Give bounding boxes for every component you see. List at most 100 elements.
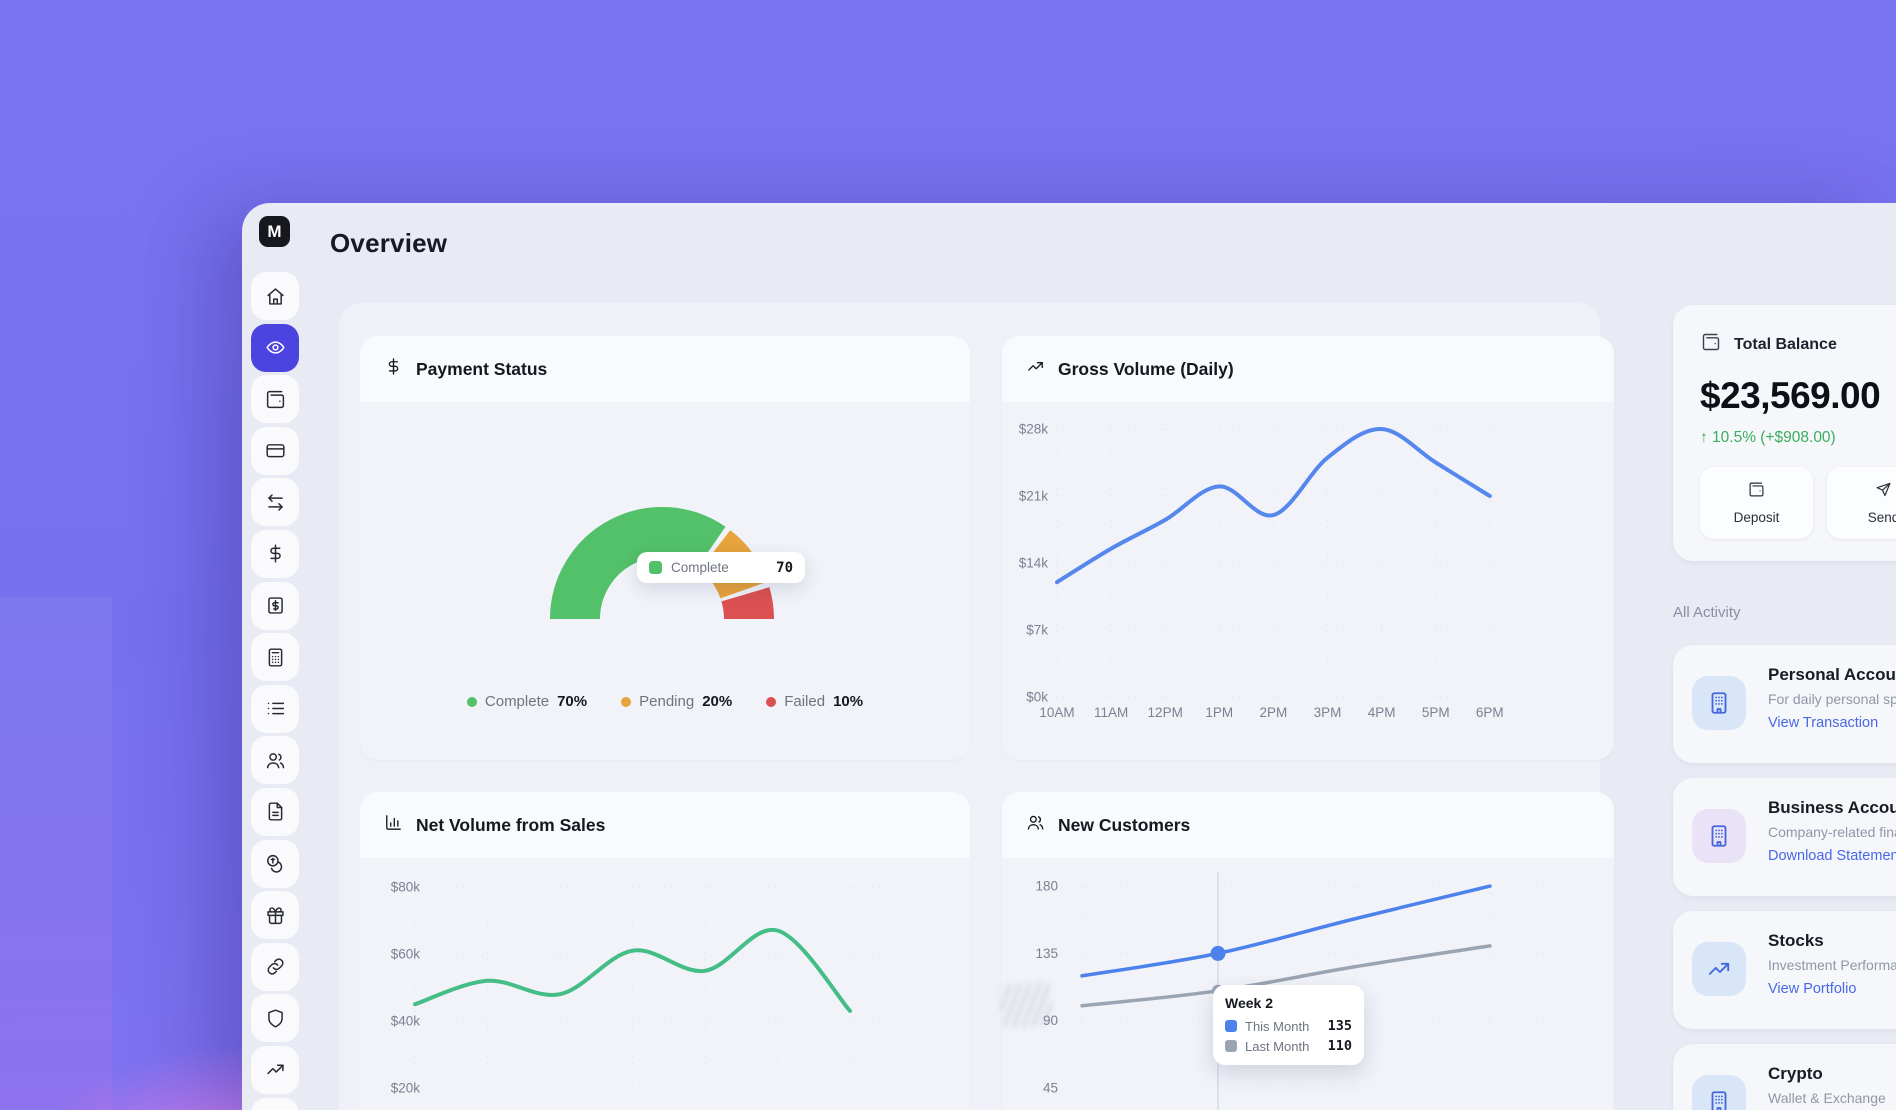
sidebar [251,272,299,1110]
svg-text:3PM: 3PM [1314,705,1342,720]
building-icon [1692,676,1746,730]
new-customers-card: New Customers 45 90 135 180 Week 2 This Mon… [1002,792,1614,1110]
svg-text:$7k: $7k [1026,623,1048,638]
legend-item-failed: Failed 10% [766,693,863,710]
tooltip-row: Last Month 110 [1225,1038,1352,1054]
legend-dot-icon [466,696,477,707]
net-volume-card: Net Volume from Sales $20k $40k $60k $80k [360,792,970,1110]
activity-title: Stocks [1768,931,1824,950]
svg-text:180: 180 [1035,879,1058,894]
legend-value: 20% [702,693,733,710]
gauge-tooltip-label: Complete [671,560,729,575]
svg-text:2PM: 2PM [1260,705,1288,720]
legend-dot-icon [766,696,777,707]
sidebar-item-wallet[interactable] [251,375,299,424]
sidebar-item-box[interactable] [251,1097,299,1110]
sidebar-item-calculator[interactable] [251,633,299,682]
tooltip-series-label: Last Month [1245,1038,1310,1054]
send-button-label: Send [1867,510,1896,525]
svg-text:90: 90 [1043,1013,1058,1028]
svg-text:$21k: $21k [1019,489,1049,504]
sidebar-item-link[interactable] [251,942,299,991]
tooltip-row: This Month 135 [1225,1018,1352,1034]
trending-up-icon [1026,357,1045,381]
sidebar-item-gift[interactable] [251,891,299,940]
activity-card-personal-account[interactable]: Personal Account For daily personal spend… [1673,645,1896,763]
total-balance-card: Total Balance $23,569.00 ↑ 10.5% (+$908.… [1673,305,1896,561]
svg-text:$0k: $0k [1026,690,1048,705]
svg-text:6PM: 6PM [1476,705,1504,720]
chart-column-icon [384,813,403,837]
activity-card-business-account[interactable]: Business Account Company-related finances… [1673,778,1896,896]
sidebar-item-file-text[interactable] [251,787,299,836]
legend-item-complete: Complete 70% [466,693,588,710]
svg-text:$80k: $80k [391,880,421,895]
activity-subtitle: Company-related finances [1768,824,1896,840]
sidebar-item-eye[interactable] [251,323,299,372]
trending-up-icon [1692,942,1746,996]
legend-item-pending: Pending 20% [621,693,732,710]
sidebar-item-dollar-sign[interactable] [251,529,299,578]
sidebar-item-coins[interactable] [251,839,299,888]
tooltip-series-value: 135 [1327,1018,1352,1034]
net-volume-line-chart[interactable]: $20k $40k $60k $80k [360,792,970,1110]
gross-volume-title: Gross Volume (Daily) [1058,358,1234,379]
svg-text:135: 135 [1035,946,1058,961]
legend-value: 10% [833,693,864,710]
svg-text:4PM: 4PM [1368,705,1396,720]
activity-card-stocks[interactable]: Stocks Investment Performance View Portfol… [1673,911,1896,1029]
wallet-icon [1701,332,1721,357]
sidebar-item-trending-up[interactable] [251,1045,299,1094]
activity-title: Business Account [1768,798,1896,817]
sidebar-item-shield[interactable] [251,994,299,1043]
activity-subtitle: Wallet & Exchange [1768,1090,1886,1106]
activity-link[interactable]: Download Statement [1768,848,1896,864]
new-customers-tooltip: Week 2 This Month 135 Last Month 110 [1213,985,1364,1065]
background-left-column [0,597,112,1110]
sidebar-item-credit-card[interactable] [251,426,299,475]
motion-blur-artifact [998,981,1054,1029]
app-logo[interactable]: M [259,216,290,247]
activity-title: Crypto [1768,1064,1823,1083]
sidebar-item-users[interactable] [251,736,299,785]
svg-text:$28k: $28k [1019,422,1049,437]
svg-text:12PM: 12PM [1148,705,1183,720]
sidebar-item-receipt[interactable] [251,581,299,630]
legend-label: Complete [484,693,550,710]
legend-label: Failed [784,693,826,710]
net-volume-title: Net Volume from Sales [416,814,606,835]
tooltip-series-value: 110 [1327,1038,1352,1054]
activity-link[interactable]: View Transaction [1768,715,1879,731]
gauge-tooltip: Complete 70 [637,552,805,583]
series-swatch-icon [1225,1020,1237,1032]
svg-text:10AM: 10AM [1039,705,1074,720]
all-activity-heading: All Activity [1673,604,1741,621]
deposit-button-label: Deposit [1733,510,1780,525]
total-balance-label: Total Balance [1734,335,1837,353]
deposit-button[interactable]: Deposit [1700,467,1813,539]
svg-text:$40k: $40k [391,1014,421,1029]
total-balance-amount: $23,569.00 [1700,375,1881,416]
legend-dot-icon [621,696,632,707]
gross-volume-line-chart[interactable]: $0k $7k $14k $21k $28k 10AM 11AM 12PM 1PM 2PM 3PM 4… [1002,336,1614,760]
sidebar-item-home[interactable] [251,272,299,320]
svg-text:$20k: $20k [391,1081,421,1096]
sidebar-item-arrows-left-right[interactable] [251,478,299,527]
series-swatch-icon [1225,1040,1237,1052]
activity-link[interactable]: View Portfolio [1768,981,1857,997]
tooltip-series-label: This Month [1245,1018,1310,1034]
svg-text:$60k: $60k [391,947,421,962]
send-button[interactable]: Send [1827,467,1896,539]
sidebar-item-list[interactable] [251,684,299,733]
svg-text:1PM: 1PM [1205,705,1233,720]
wallet-icon [1748,481,1765,503]
new-customers-title: New Customers [1058,814,1191,835]
legend-value: 70% [557,693,588,710]
activity-card-crypto[interactable]: Crypto Wallet & Exchange [1673,1044,1896,1110]
svg-text:11AM: 11AM [1094,705,1128,720]
page-title: Overview [330,228,448,258]
gross-volume-header: Gross Volume (Daily) [1002,336,1614,402]
new-customers-line-chart[interactable]: 45 90 135 180 [1002,792,1614,1110]
payment-status-header: Payment Status [360,336,970,402]
svg-text:45: 45 [1043,1081,1058,1096]
